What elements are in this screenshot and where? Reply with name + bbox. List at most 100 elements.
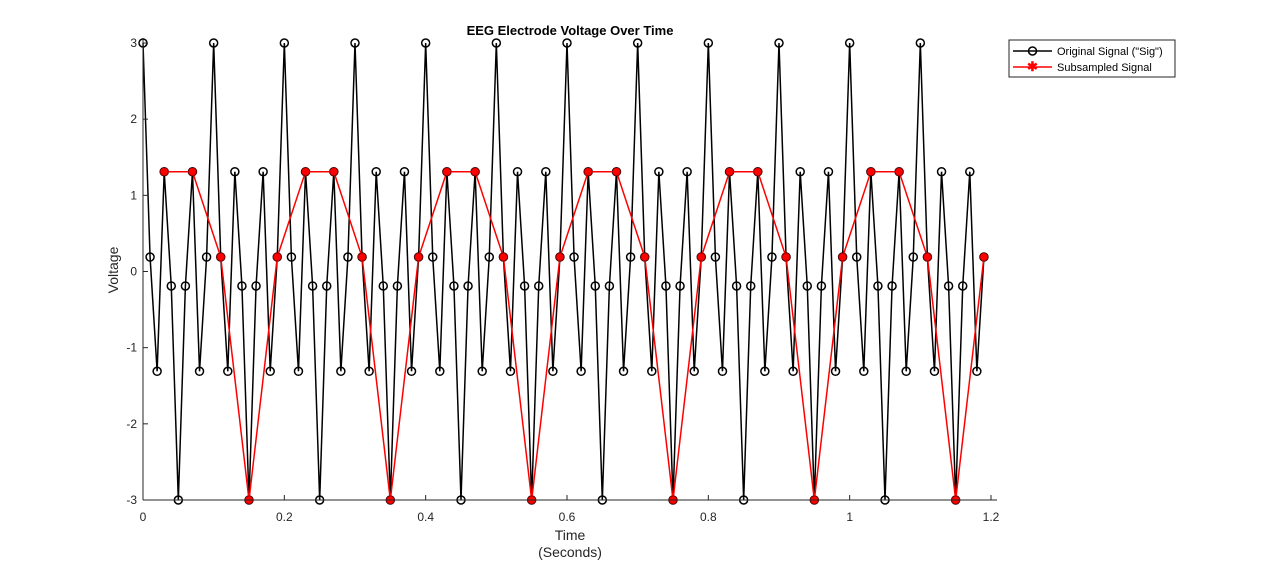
ticks: 0 0.2 0.4 0.6 0.8 1 1.2 -3 -2 -1 0 1 2 3	[126, 36, 999, 524]
original-signal-point	[682, 166, 692, 177]
plot-area	[138, 38, 989, 505]
original-signal-point	[307, 281, 318, 291]
original-signal-point	[548, 366, 558, 377]
subsampled-signal-point	[470, 167, 480, 177]
original-signal-point	[823, 166, 834, 177]
x-tick-label: 0.4	[417, 510, 434, 524]
x-tick-label: 0.6	[559, 510, 576, 524]
original-signal-point	[745, 281, 756, 291]
original-signal-point	[463, 281, 473, 291]
legend: Original Signal ("Sig") ✱ Subsampled Sig…	[1008, 39, 1176, 78]
subsampled-signal-point	[188, 167, 197, 177]
original-signal-point	[965, 166, 975, 177]
original-signal-point	[392, 281, 403, 291]
original-signal-point	[625, 252, 636, 262]
original-signal-point	[562, 38, 572, 48]
x-axis-label: Time	[555, 527, 586, 543]
original-signal-point	[816, 281, 827, 291]
subsampled-signal-point	[583, 167, 593, 177]
x-tick-label: 1	[846, 510, 853, 524]
original-signal-point	[435, 366, 445, 377]
x-axis-sublabel: (Seconds)	[538, 544, 602, 560]
original-signal-point	[830, 366, 841, 377]
original-signal-point	[258, 166, 268, 177]
original-signal-point	[194, 366, 205, 377]
subsampled-signal-point	[923, 252, 932, 262]
original-signal-point	[767, 252, 777, 262]
subsampled-signal-point	[498, 252, 508, 262]
original-signal-point	[851, 252, 862, 262]
original-signal-point	[265, 366, 275, 377]
original-signal-point	[378, 281, 389, 291]
y-tick-label: -1	[126, 341, 137, 355]
original-signal-point	[371, 166, 381, 177]
subsampled-signal-point	[894, 167, 904, 177]
original-signal-point	[343, 252, 353, 262]
original-signal-point	[237, 281, 247, 291]
original-signal-point	[717, 366, 728, 377]
original-signal-point	[915, 38, 926, 48]
subsampled-signal-point	[781, 252, 791, 262]
subsampled-signal-point	[216, 252, 226, 262]
subsampled-signal-point	[979, 252, 989, 262]
y-tick-label: -2	[126, 417, 137, 431]
x-tick-label: 0.8	[700, 510, 717, 524]
subsampled-signal-point	[640, 252, 650, 262]
original-signal-point	[321, 281, 332, 291]
original-signal-point	[286, 252, 297, 262]
original-signal-point	[145, 252, 155, 262]
original-signal-point	[484, 252, 495, 262]
original-signal-point	[689, 366, 699, 377]
subsampled-signal-point	[753, 167, 763, 177]
y-axis-label: Voltage	[105, 246, 121, 293]
original-signal-point	[449, 281, 459, 291]
x-tick-label: 1.2	[983, 510, 1000, 524]
subsampled-signal-point	[272, 252, 282, 262]
original-signal-point	[873, 281, 883, 291]
original-signal-point	[541, 166, 551, 177]
original-signal-point	[512, 166, 523, 177]
original-signal-point	[710, 252, 721, 262]
original-signal-point	[901, 366, 911, 377]
subsampled-signal-point	[329, 167, 339, 177]
original-signal-point	[618, 366, 629, 377]
original-signal-point	[152, 366, 162, 377]
original-signal-point	[230, 166, 240, 177]
original-signal-point	[802, 281, 813, 291]
original-signal-point	[533, 281, 544, 291]
original-signal-point	[399, 166, 410, 177]
subsampled-signal-line	[164, 170, 985, 501]
original-signal-point	[788, 366, 798, 377]
original-signal-point	[166, 281, 177, 291]
original-signal-point	[957, 281, 968, 291]
original-signal-point	[491, 38, 502, 48]
subsampled-signal-point	[301, 167, 310, 177]
y-tick-label: 1	[130, 188, 137, 202]
original-signal-point	[604, 281, 615, 291]
original-signal-point	[350, 38, 360, 48]
y-tick-label: -3	[126, 493, 137, 507]
original-signal-point	[477, 366, 487, 377]
original-signal-point	[908, 252, 919, 262]
x-tick-label: 0	[140, 510, 147, 524]
original-signal-line	[142, 42, 985, 501]
original-signal-point	[859, 366, 869, 377]
subsampled-signal-point	[357, 252, 367, 262]
legend-box	[1008, 39, 1176, 78]
original-signal-point	[632, 38, 643, 48]
original-signal-point	[647, 366, 657, 377]
legend-label-subsampled: Subsampled Signal	[1057, 62, 1152, 74]
subsampled-signal-point	[612, 167, 621, 177]
original-signal-point	[661, 281, 671, 291]
original-signal-point	[774, 38, 784, 48]
original-signal-point	[675, 281, 685, 291]
axes	[142, 38, 997, 501]
original-signal-point	[703, 38, 714, 48]
chart-title: EEG Electrode Voltage Over Time	[467, 23, 674, 38]
original-signal-point	[251, 281, 261, 291]
original-signal-point	[943, 281, 954, 291]
subsampled-signal-point	[414, 252, 424, 262]
subsampled-signal-point	[725, 167, 734, 177]
